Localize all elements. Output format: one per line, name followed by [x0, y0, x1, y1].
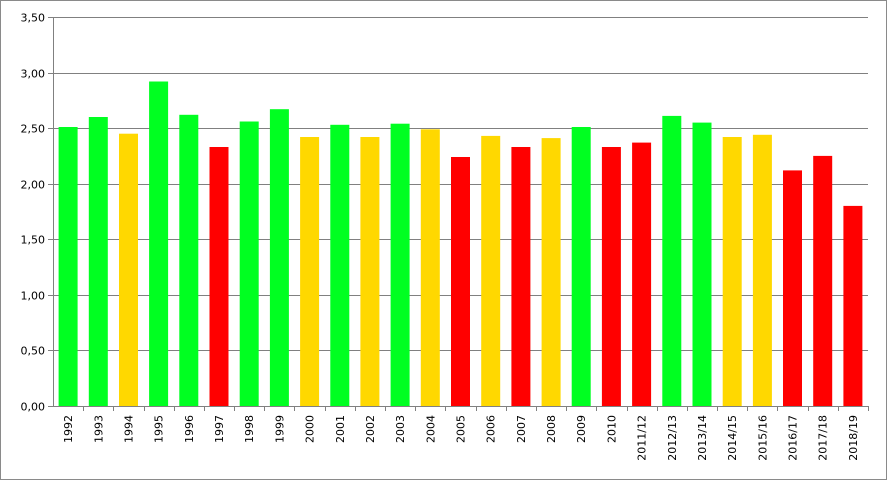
- bar-2017-18: [813, 155, 833, 406]
- x-tick-label: 2014/15: [726, 415, 739, 461]
- bar-2011-12: [632, 142, 652, 406]
- x-tick-label: 2013/14: [696, 415, 709, 461]
- bar-2003: [390, 123, 410, 406]
- bar-2006: [481, 135, 501, 406]
- y-tick-labels: 0,00 0,50 1,00 1,50 2,00 2,50 3,00 3,50: [21, 12, 46, 414]
- x-tick-label: 2017/18: [817, 415, 830, 461]
- bar-2010: [601, 147, 621, 406]
- x-tick-label: 1998: [243, 415, 256, 443]
- x-tick-label: 2018/19: [847, 415, 860, 461]
- x-tick-label: 1995: [153, 415, 166, 443]
- bar-2013-14: [692, 122, 712, 406]
- axes: [48, 17, 869, 411]
- x-tick-label: 2012/13: [666, 415, 679, 461]
- bar-2005: [451, 157, 470, 406]
- y-tick-label: 0,50: [21, 345, 46, 358]
- x-tick-label: 2006: [485, 415, 498, 443]
- bar-2000: [300, 137, 320, 406]
- bars: [58, 81, 863, 407]
- bar-1999: [269, 109, 289, 406]
- x-tick-label: 2015/16: [756, 415, 769, 461]
- bar-2007: [511, 147, 531, 406]
- x-tick-label: 1993: [92, 415, 105, 443]
- x-tick-label: 2010: [605, 415, 618, 443]
- bar-1992: [58, 127, 78, 406]
- bar-1993: [88, 117, 108, 406]
- y-tick-label: 2,00: [21, 179, 46, 192]
- bar-1994: [119, 133, 138, 406]
- y-tick-label: 2,50: [21, 123, 46, 136]
- bar-1995: [149, 81, 169, 406]
- bar-2008: [541, 138, 561, 406]
- x-tick-label: 1997: [213, 415, 226, 443]
- x-tick-label: 1996: [183, 415, 196, 443]
- x-tick-label: 2000: [304, 415, 317, 443]
- x-tick-labels: 1992 1993 1994 1995 1996 1997 1998 1999 2000 2001…: [62, 415, 860, 461]
- x-tick-label: 1994: [122, 415, 135, 443]
- bar-1998: [239, 121, 259, 406]
- x-tick-label: 2008: [545, 415, 558, 443]
- bar-1997: [209, 147, 229, 406]
- x-tick-label: 2002: [364, 415, 377, 443]
- y-tick-label: 1,00: [21, 290, 46, 303]
- y-tick-label: 0,00: [21, 401, 46, 414]
- y-tick-label: 3,00: [21, 68, 46, 81]
- bar-2016-17: [783, 170, 802, 406]
- bar-2018-19: [843, 205, 863, 406]
- x-tick-label: 2001: [334, 415, 347, 443]
- y-tick-label: 3,50: [21, 12, 46, 25]
- x-tick-label: 2007: [515, 415, 528, 443]
- x-tick-label: 2009: [575, 415, 588, 443]
- x-tick-label: 1999: [273, 415, 286, 443]
- bar-1996: [179, 114, 199, 407]
- bar-2009: [571, 127, 591, 406]
- x-tick-label: 2011/12: [636, 415, 649, 461]
- bar-2001: [330, 124, 350, 407]
- x-tick-label: 2004: [424, 415, 437, 443]
- bar-2004: [420, 129, 440, 407]
- x-tick-label: 2016/17: [787, 415, 800, 461]
- x-tick-label: 1992: [62, 415, 75, 443]
- bar-2002: [360, 137, 380, 406]
- x-tick-label: 2003: [394, 415, 407, 443]
- bar-2015-16: [752, 134, 772, 407]
- bar-2012-13: [662, 115, 682, 407]
- x-tick-label: 2005: [455, 415, 468, 443]
- y-tick-label: 1,50: [21, 234, 46, 247]
- bar-2014-15: [722, 137, 742, 406]
